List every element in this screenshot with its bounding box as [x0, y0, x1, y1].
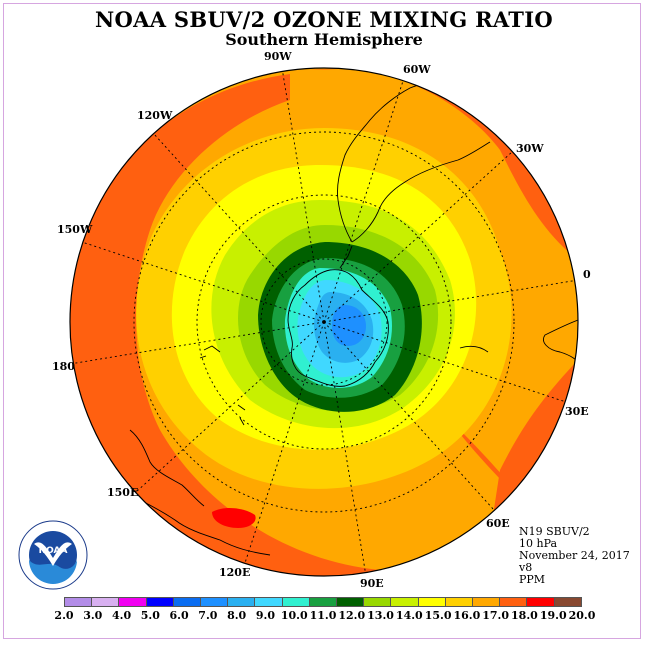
lon-label-30w: 30W [516, 142, 544, 155]
colorbar-swatch [282, 598, 310, 606]
colorbar-tick-label: 15.0 [424, 609, 452, 622]
colorbar-tick-label: 16.0 [453, 609, 481, 622]
colorbar-tick-label: 11.0 [309, 609, 337, 622]
colorbar-tick-label: 13.0 [367, 609, 394, 622]
colorbar-swatch [527, 598, 555, 606]
lon-label-150w: 150W [57, 223, 93, 236]
colorbar-tick-label: 4.0 [111, 609, 132, 622]
colorbar-swatch [65, 598, 93, 606]
colorbar-tick-label: 2.0 [54, 609, 74, 622]
info-block: N19 SBUV/2 10 hPa November 24, 2017 v8 P… [519, 526, 630, 586]
colorbar-swatch [500, 598, 528, 606]
colorbar-tick-label: 19.0 [539, 609, 567, 622]
coastlines [129, 74, 578, 556]
colorbar-swatch [337, 598, 365, 606]
lon-label-120e: 120E [219, 566, 251, 579]
colorbar-swatch [228, 598, 256, 606]
lon-label-30e: 30E [565, 405, 589, 418]
colorbar-swatch [146, 598, 174, 606]
colorbar-tick-label: 7.0 [198, 609, 218, 622]
colorbar-swatch [92, 598, 120, 606]
colorbar-swatch [418, 598, 446, 606]
colorbar-tick-label: 3.0 [83, 609, 103, 622]
lon-label-120w: 120W [137, 109, 173, 122]
lon-label-60w: 60W [403, 63, 431, 76]
colorbar-swatch [445, 598, 474, 606]
map-subtitle: Southern Hemisphere [225, 30, 423, 49]
colorbar-tick-label: 8.0 [227, 609, 247, 622]
colorbar-swatch [473, 598, 501, 606]
colorbar-swatch [364, 598, 392, 606]
colorbar-tick-label: 9.0 [255, 609, 275, 622]
noaa-logo: NOAA [18, 520, 88, 590]
colorbar-swatch [173, 598, 202, 606]
colorbar-tick-label: 18.0 [511, 609, 538, 622]
colorbar-swatch [255, 598, 283, 606]
colorbar-tick-label: 6.0 [169, 609, 189, 622]
colorbar-tick-label: 5.0 [140, 609, 160, 622]
colorbar-tick-label: 14.0 [395, 609, 423, 622]
info-level: 10 hPa [519, 537, 558, 550]
page-frame [3, 3, 641, 639]
lon-label-60e: 60E [486, 517, 510, 530]
lon-label-0: 0 [583, 268, 591, 281]
colorbar-swatch [119, 598, 147, 606]
graticule [70, 68, 578, 576]
noaa-logo-text: NOAA [39, 546, 68, 556]
info-units: PPM [519, 573, 546, 586]
colorbar-swatch [201, 598, 229, 606]
colorbar-tick-label: 12.0 [338, 609, 366, 622]
lon-label-150e: 150E [107, 486, 139, 499]
lon-label-180: 180 [52, 360, 75, 373]
info-version: v8 [519, 561, 533, 574]
info-satellite: N19 SBUV/2 [519, 525, 590, 538]
colorbar-tick-label: 17.0 [482, 609, 510, 622]
ozone-field [70, 68, 578, 576]
info-date: November 24, 2017 [519, 549, 630, 562]
colorbar-tick-label: 10.0 [280, 609, 308, 622]
colorbar-swatch [391, 598, 419, 606]
colorbar-tick-label: 20.0 [568, 609, 596, 622]
map-border [69, 67, 579, 577]
map-title: NOAA SBUV/2 OZONE MIXING RATIO [95, 7, 553, 32]
colorbar-swatch [309, 598, 338, 606]
lon-label-90e: 90E [360, 577, 384, 590]
colorbar-swatch [554, 598, 581, 606]
lon-label-90w: 90W [264, 50, 292, 63]
colorbar [64, 597, 582, 607]
